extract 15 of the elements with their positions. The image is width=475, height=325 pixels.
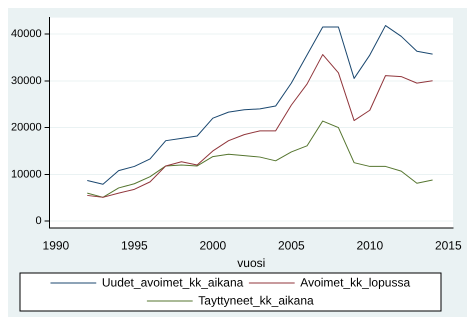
x-tick-label: 2010 xyxy=(356,238,384,253)
y-tick-label: 0 xyxy=(35,215,42,228)
x-tick-label: 2005 xyxy=(278,238,305,253)
legend-label: Uudet_avoimet_kk_aikana xyxy=(102,275,244,290)
x-tick-label: 2015 xyxy=(434,238,462,253)
y-tick-label: 10000 xyxy=(10,168,42,180)
legend-label: Avoimet_kk_lopussa xyxy=(300,275,410,290)
y-tick-label: 20000 xyxy=(10,122,42,134)
y-tick-label: 40000 xyxy=(10,28,42,40)
x-tick-label: 1995 xyxy=(121,238,148,253)
y-tick-label: 30000 xyxy=(10,74,42,87)
x-tick-label: 1990 xyxy=(42,238,70,253)
legend-label: Tayttyneet_kk_aikana xyxy=(198,293,314,308)
x-axis-title: vuosi xyxy=(237,256,266,270)
x-tick-label: 2000 xyxy=(199,238,227,253)
